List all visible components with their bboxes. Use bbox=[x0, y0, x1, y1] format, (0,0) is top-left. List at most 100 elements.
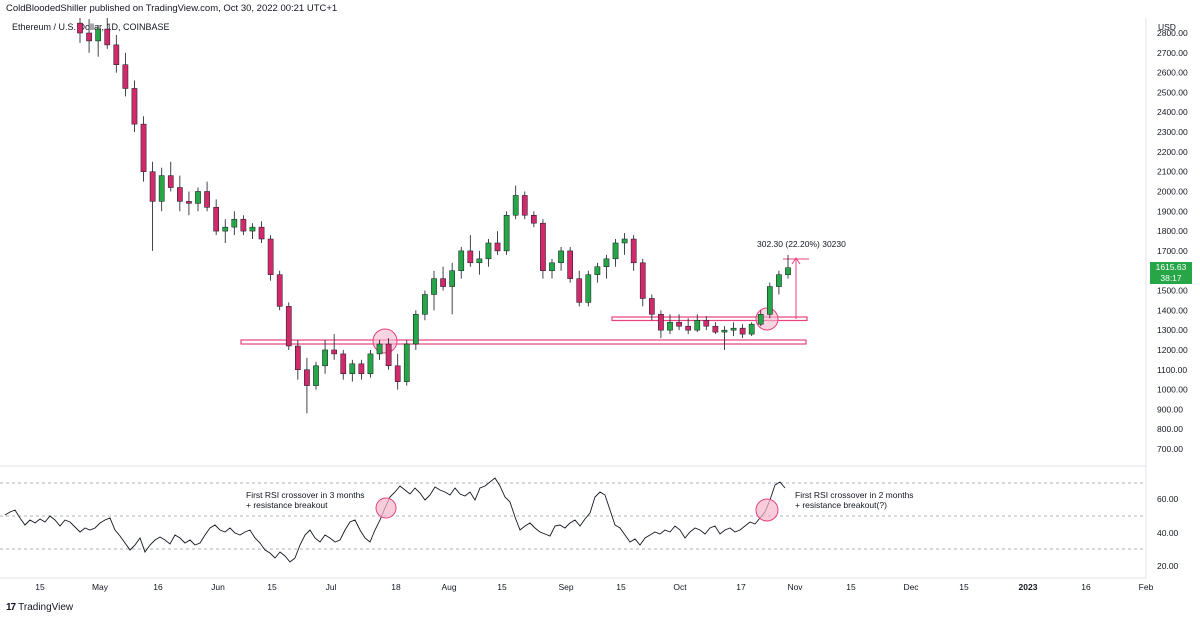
candle[interactable] bbox=[449, 262, 456, 315]
candle[interactable] bbox=[521, 191, 528, 220]
tradingview-logo-icon[interactable]: 17 bbox=[6, 602, 16, 613]
candle[interactable] bbox=[603, 254, 610, 279]
candle[interactable] bbox=[721, 326, 728, 350]
resistance-zone[interactable] bbox=[611, 316, 808, 322]
candle[interactable] bbox=[422, 290, 428, 321]
candle[interactable] bbox=[376, 340, 383, 360]
candle[interactable] bbox=[231, 211, 238, 236]
tradingview-brand[interactable]: TradingView bbox=[18, 602, 74, 613]
candle[interactable] bbox=[186, 191, 192, 216]
candle[interactable] bbox=[304, 357, 310, 414]
candle[interactable] bbox=[540, 219, 546, 279]
rsi-note-jul[interactable]: First RSI crossover in 3 months + resist… bbox=[246, 490, 365, 510]
candle[interactable] bbox=[403, 340, 410, 386]
candle[interactable] bbox=[530, 211, 537, 228]
rsi-axis[interactable]: 60.00 40.00 20.00 bbox=[1157, 494, 1179, 571]
candle[interactable] bbox=[95, 25, 102, 57]
time-tick-label: Feb bbox=[1139, 582, 1154, 592]
candle[interactable] bbox=[503, 211, 510, 255]
candle[interactable] bbox=[667, 314, 673, 335]
candle[interactable] bbox=[149, 161, 156, 251]
candle[interactable] bbox=[412, 310, 419, 350]
candle[interactable] bbox=[594, 262, 601, 283]
candle[interactable] bbox=[294, 340, 301, 380]
candle[interactable] bbox=[122, 52, 129, 97]
currency-label: USD bbox=[1158, 22, 1176, 32]
candle[interactable] bbox=[776, 270, 782, 295]
symbol-label[interactable]: Ethereum / U.S. Dollar, 1D, COINBASE bbox=[12, 22, 170, 32]
candle[interactable] bbox=[313, 361, 319, 390]
candle[interactable] bbox=[240, 215, 247, 236]
candle[interactable] bbox=[685, 318, 692, 335]
candle[interactable] bbox=[730, 322, 737, 337]
candle-body bbox=[503, 214, 510, 252]
candle[interactable] bbox=[385, 338, 392, 370]
candle[interactable] bbox=[612, 239, 619, 267]
candle[interactable] bbox=[549, 258, 555, 279]
candle[interactable] bbox=[331, 334, 338, 360]
candle[interactable] bbox=[766, 282, 773, 319]
candle[interactable] bbox=[267, 235, 274, 281]
candle[interactable] bbox=[77, 18, 83, 43]
rsi-note-oct[interactable]: First RSI crossover in 2 months + resist… bbox=[795, 490, 914, 510]
candle[interactable] bbox=[140, 116, 147, 182]
candle[interactable] bbox=[204, 181, 210, 212]
candle[interactable] bbox=[322, 340, 328, 374]
candle[interactable] bbox=[440, 266, 446, 291]
candle[interactable] bbox=[576, 270, 583, 307]
candle[interactable] bbox=[476, 250, 483, 275]
candle[interactable] bbox=[195, 187, 201, 212]
rsi-line[interactable] bbox=[4, 477, 786, 563]
candle[interactable] bbox=[639, 258, 646, 307]
candle[interactable] bbox=[113, 34, 120, 73]
candle[interactable] bbox=[648, 294, 655, 321]
candle[interactable] bbox=[167, 161, 174, 192]
candle[interactable] bbox=[394, 353, 401, 390]
candle[interactable] bbox=[258, 221, 265, 243]
candle[interactable] bbox=[349, 359, 356, 382]
price-axis[interactable]: 2800.00 2700.00 2600.00 2500.00 2400.00 2300.… bbox=[1157, 28, 1188, 454]
candle[interactable] bbox=[494, 231, 501, 255]
candle-body bbox=[449, 270, 456, 287]
rsi-circle-jul[interactable] bbox=[375, 497, 397, 519]
candle[interactable] bbox=[785, 254, 791, 279]
candle[interactable] bbox=[585, 270, 592, 307]
candle[interactable] bbox=[712, 322, 719, 335]
candle[interactable] bbox=[276, 270, 283, 311]
rsi-circle-oct[interactable] bbox=[755, 498, 779, 522]
candle[interactable] bbox=[658, 310, 664, 339]
candle[interactable] bbox=[158, 167, 165, 212]
candle[interactable] bbox=[458, 246, 465, 279]
candle[interactable] bbox=[748, 322, 755, 337]
candle[interactable] bbox=[757, 310, 764, 327]
candle[interactable] bbox=[249, 223, 256, 240]
candle[interactable] bbox=[739, 324, 746, 339]
candle[interactable] bbox=[213, 199, 220, 236]
breakout-circle-jul[interactable] bbox=[372, 328, 398, 354]
candle[interactable] bbox=[367, 349, 374, 378]
candle[interactable] bbox=[567, 246, 574, 283]
candle[interactable] bbox=[131, 80, 138, 133]
candle[interactable] bbox=[703, 316, 710, 331]
candle[interactable] bbox=[222, 219, 229, 243]
candle[interactable] bbox=[86, 19, 92, 53]
candle[interactable] bbox=[358, 359, 365, 380]
candle[interactable] bbox=[558, 246, 564, 271]
candle[interactable] bbox=[285, 302, 292, 350]
measure-label[interactable]: 302.30 (22.20%) 30230 bbox=[757, 239, 846, 249]
candle[interactable] bbox=[676, 314, 682, 331]
candle[interactable] bbox=[467, 235, 474, 267]
candle[interactable] bbox=[621, 233, 628, 255]
candle[interactable] bbox=[485, 239, 492, 267]
time-axis[interactable]: 15 May 16 Jun 15 Jul 18 Aug 15 Sep 15 Oct 17 Nov 15 Dec… bbox=[35, 582, 1153, 592]
candle[interactable] bbox=[694, 314, 701, 333]
candles[interactable] bbox=[77, 18, 791, 414]
candle[interactable] bbox=[431, 270, 437, 311]
candle[interactable] bbox=[176, 175, 183, 212]
support-zone[interactable] bbox=[240, 339, 807, 345]
candle[interactable] bbox=[340, 349, 347, 380]
candle[interactable] bbox=[512, 185, 519, 220]
candle[interactable] bbox=[104, 18, 111, 49]
candle[interactable] bbox=[630, 235, 637, 271]
